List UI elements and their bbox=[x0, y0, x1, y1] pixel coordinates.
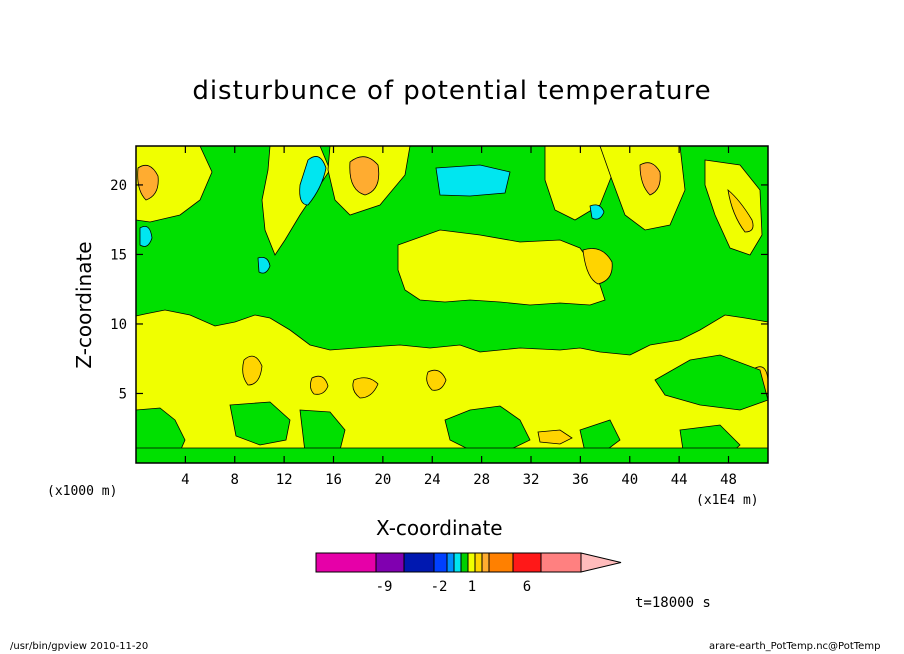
colorbar-segment bbox=[467, 552, 476, 573]
contour-region bbox=[426, 369, 447, 391]
x-axis-label: X-coordinate bbox=[376, 516, 503, 540]
contour-region bbox=[299, 156, 327, 206]
contour-region bbox=[599, 146, 686, 231]
x-tick-label: 40 bbox=[621, 472, 638, 488]
colorbar-segment bbox=[446, 552, 455, 573]
footer-left: /usr/bin/gpview 2010-11-20 bbox=[10, 641, 149, 652]
colorbar-segment bbox=[512, 552, 542, 573]
contour-region bbox=[257, 256, 271, 274]
x-tick-label: 12 bbox=[276, 472, 293, 488]
y-tick-label: 5 bbox=[119, 386, 127, 402]
contour-region bbox=[352, 377, 379, 399]
colorbar-segment bbox=[403, 552, 435, 573]
x-tick-label: 28 bbox=[473, 472, 490, 488]
contour-region bbox=[299, 409, 346, 453]
x-tick-label: 24 bbox=[424, 472, 441, 488]
contour-region bbox=[242, 355, 263, 386]
contour-region bbox=[435, 164, 511, 197]
x-tick-label: 8 bbox=[231, 472, 239, 488]
contour-region bbox=[589, 204, 605, 220]
contour-region bbox=[136, 447, 768, 463]
contour-region bbox=[727, 189, 754, 233]
footer-right: arare-earth_PotTemp.nc@PotTemp bbox=[709, 641, 881, 652]
colorbar-segment bbox=[453, 552, 462, 573]
colorbar-segment bbox=[315, 552, 377, 573]
x-tick-label: 36 bbox=[572, 472, 589, 488]
contour-region bbox=[444, 405, 531, 453]
contour-region bbox=[310, 375, 329, 395]
plot-frame bbox=[135, 145, 769, 464]
chart-title: disturbunce of potential temperature bbox=[192, 76, 712, 106]
contour-region bbox=[654, 354, 768, 411]
y-tick-label: 15 bbox=[110, 247, 127, 263]
colorbar-segment bbox=[375, 552, 405, 573]
colorbar-segment bbox=[460, 552, 469, 573]
colorbar-segment bbox=[540, 552, 582, 573]
x-unit-right: (x1E4 m) bbox=[696, 493, 759, 508]
contour-region bbox=[397, 229, 606, 306]
contour-region bbox=[537, 429, 573, 445]
colorbar: -9 -2 1 6 bbox=[315, 552, 622, 595]
x-tick-label: 32 bbox=[523, 472, 540, 488]
colorbar-segment bbox=[474, 552, 483, 573]
x-tick-label: 4 bbox=[181, 472, 189, 488]
colorbar-segment bbox=[481, 552, 490, 573]
contour-region bbox=[582, 248, 613, 285]
y-axis-label: Z-coordinate bbox=[72, 241, 96, 369]
colorbar-segment bbox=[433, 552, 448, 573]
y-tick-label: 20 bbox=[110, 178, 127, 194]
colorbar-label: 6 bbox=[523, 579, 531, 595]
colorbar-arrow bbox=[580, 552, 622, 573]
colorbar-segment bbox=[488, 552, 514, 573]
contour-region bbox=[137, 164, 159, 201]
x-unit-left: (x1000 m) bbox=[47, 484, 118, 499]
x-tick-label: 48 bbox=[720, 472, 737, 488]
contour-field bbox=[136, 146, 768, 463]
contour-region bbox=[139, 225, 153, 247]
contour-region bbox=[349, 156, 380, 196]
contour-region bbox=[639, 162, 661, 196]
time-label: t=18000 s bbox=[635, 595, 711, 611]
x-tick-label: 44 bbox=[671, 472, 688, 488]
x-tick-label: 16 bbox=[325, 472, 342, 488]
colorbar-label: -9 bbox=[376, 579, 393, 595]
y-tick-label: 10 bbox=[110, 317, 127, 333]
colorbar-label: 1 bbox=[468, 579, 476, 595]
contour-region bbox=[229, 401, 291, 446]
x-tick-label: 20 bbox=[374, 472, 391, 488]
contour-region bbox=[136, 146, 213, 223]
colorbar-label: -2 bbox=[431, 579, 448, 595]
